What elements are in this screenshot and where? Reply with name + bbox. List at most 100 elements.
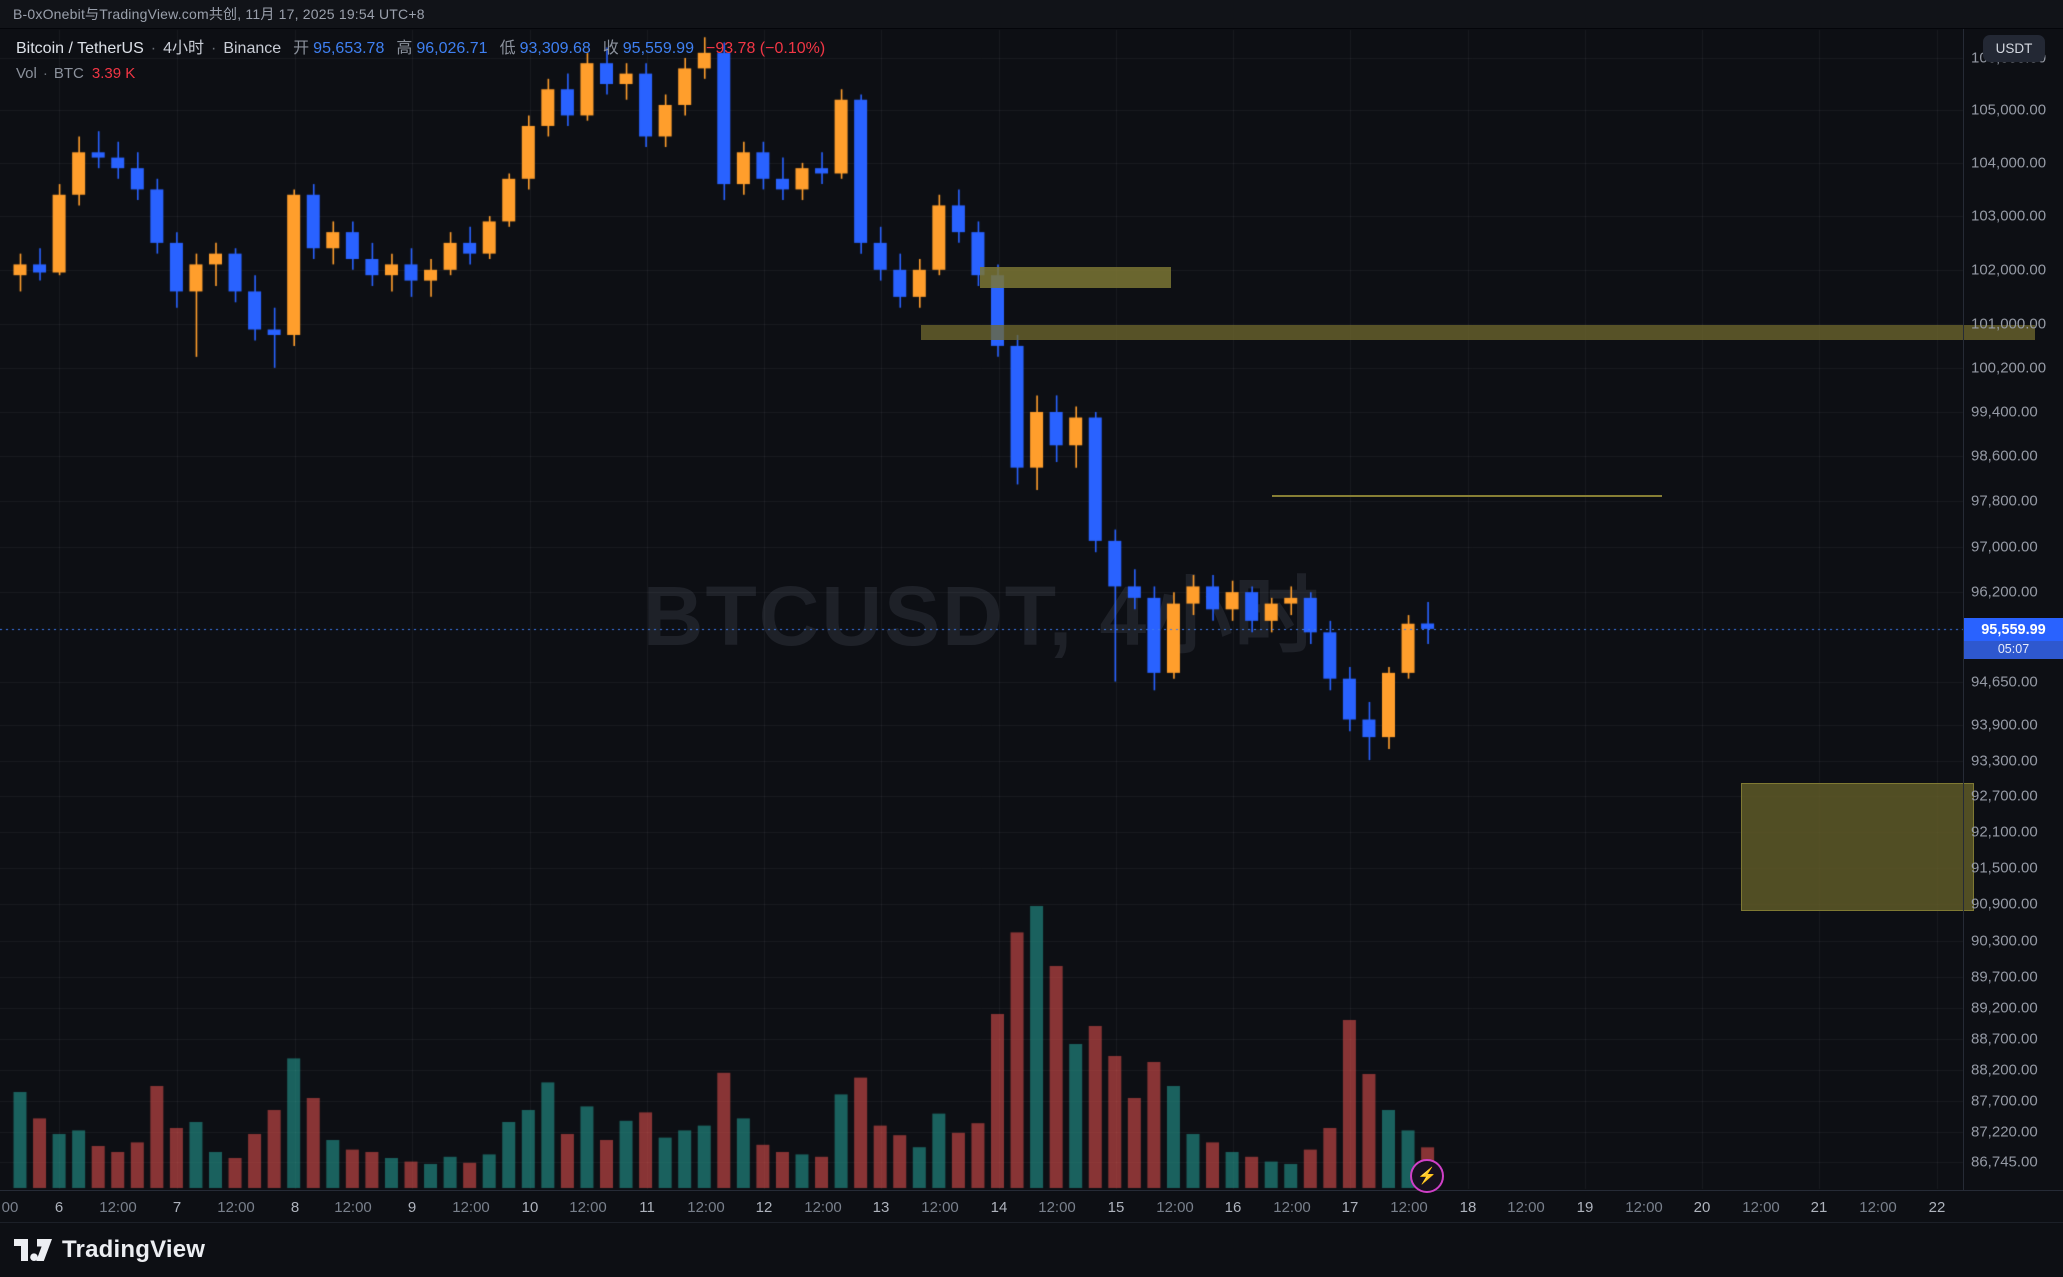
time-axis[interactable]: 00 6 12:00 7 12:00 8 12:00 9 12:00 10 12:00 11 12:00… bbox=[0, 1190, 2063, 1222]
symbol-info-row[interactable]: Bitcoin / TetherUS · 4小时 · Binance 开 95,653.78… bbox=[16, 34, 825, 58]
interval-label[interactable]: 4小时 bbox=[163, 40, 204, 57]
time-axis-label: 12:00 bbox=[334, 1199, 372, 1216]
price-axis-label: 97,800.00 bbox=[1971, 492, 2038, 510]
time-axis-label: 10 bbox=[521, 1199, 539, 1216]
price-axis-label: 91,500.00 bbox=[1971, 859, 2038, 877]
price-axis-label: 96,200.00 bbox=[1971, 583, 2038, 601]
time-axis-label: 9 bbox=[407, 1199, 417, 1216]
high-label: 高 bbox=[396, 40, 413, 57]
time-axis-label: 12:00 bbox=[1742, 1199, 1780, 1216]
price-axis-label: 98,600.00 bbox=[1971, 447, 2038, 465]
tradingview-logo-icon bbox=[14, 1239, 52, 1261]
chart-legend: Bitcoin / TetherUS · 4小时 · Binance 开 95,653.78… bbox=[16, 34, 825, 82]
price-axis-label: 93,900.00 bbox=[1971, 716, 2038, 734]
time-axis-label: 11 bbox=[639, 1199, 655, 1216]
time-axis-label: 12:00 bbox=[569, 1199, 607, 1216]
lightning-event-icon[interactable]: ⚡ bbox=[1410, 1159, 1444, 1193]
tradingview-logo[interactable]: TradingView bbox=[14, 1236, 205, 1264]
price-axis-label: 90,300.00 bbox=[1971, 932, 2038, 950]
symbol-name[interactable]: Bitcoin / TetherUS bbox=[16, 40, 144, 57]
price-axis-label: 105,000.00 bbox=[1971, 101, 2047, 119]
volume-value: 3.39 K bbox=[91, 65, 136, 82]
time-axis-label: 20 bbox=[1693, 1199, 1711, 1216]
last-price-value: 95,559.99 bbox=[1964, 617, 2063, 641]
price-axis-label: 104,000.00 bbox=[1971, 154, 2047, 172]
separator: · bbox=[211, 40, 217, 57]
time-axis-label: 7 bbox=[172, 1199, 182, 1216]
price-axis-label: 89,700.00 bbox=[1971, 968, 2038, 986]
time-axis-label: 18 bbox=[1459, 1199, 1477, 1216]
drawing-rectangle[interactable] bbox=[921, 325, 2035, 340]
volume-info-row[interactable]: Vol · BTC 3.39 K bbox=[16, 65, 825, 82]
price-axis-label: 88,200.00 bbox=[1971, 1061, 2038, 1079]
time-axis-label: 12:00 bbox=[217, 1199, 255, 1216]
bottom-toolbar: TradingView bbox=[0, 1222, 2063, 1277]
volume-unit: BTC bbox=[53, 65, 84, 82]
price-axis-label: 92,700.00 bbox=[1971, 787, 2038, 805]
separator: · bbox=[150, 40, 157, 57]
price-axis-label: 87,700.00 bbox=[1971, 1092, 2038, 1110]
tradingview-logo-text: TradingView bbox=[62, 1236, 206, 1263]
time-axis-label: 8 bbox=[290, 1199, 300, 1216]
low-label: 低 bbox=[499, 40, 516, 57]
price-axis-label: 89,200.00 bbox=[1971, 999, 2038, 1017]
time-axis-label: 12:00 bbox=[1156, 1199, 1194, 1216]
time-axis-label: 12:00 bbox=[452, 1199, 490, 1216]
price-axis-label: 90,900.00 bbox=[1971, 895, 2038, 913]
currency-toggle-button[interactable]: USDT bbox=[1983, 35, 2045, 62]
time-axis-label: 21 bbox=[1810, 1199, 1828, 1216]
low-value: 93,309.68 bbox=[519, 40, 591, 57]
price-axis[interactable]: USDT 106,000.00105,000.00104,000.00103,0… bbox=[1963, 29, 2063, 1190]
price-axis-label: 103,000.00 bbox=[1971, 207, 2047, 225]
time-axis-label: 12:00 bbox=[804, 1199, 842, 1216]
close-value: 95,559.99 bbox=[622, 40, 694, 57]
price-axis-label: 87,220.00 bbox=[1971, 1123, 2038, 1141]
window-titlebar: B-0xOnebit与TradingView.com共创, 11月 17, 20… bbox=[0, 0, 2063, 29]
time-axis-label: 12 bbox=[755, 1199, 773, 1216]
price-axis-label: 99,400.00 bbox=[1971, 403, 2038, 421]
time-axis-label: 19 bbox=[1576, 1199, 1594, 1216]
open-value: 95,653.78 bbox=[313, 40, 385, 57]
time-axis-label: 6 bbox=[54, 1199, 64, 1216]
price-axis-label: 97,000.00 bbox=[1971, 538, 2038, 556]
price-axis-label: 94,650.00 bbox=[1971, 673, 2038, 691]
drawing-rectangle[interactable] bbox=[980, 267, 1171, 288]
candle-countdown: 05:07 bbox=[1964, 640, 2063, 659]
window-title: B-0xOnebit与TradingView.com共创, 11月 17, 20… bbox=[13, 6, 425, 22]
time-axis-label: 17 bbox=[1341, 1199, 1359, 1216]
time-axis-label: 13 bbox=[872, 1199, 890, 1216]
separator: · bbox=[42, 65, 48, 82]
time-axis-label: 12:00 bbox=[1390, 1199, 1428, 1216]
exchange-label[interactable]: Binance bbox=[223, 40, 282, 57]
price-axis-label: 102,000.00 bbox=[1971, 261, 2047, 279]
time-axis-label: 12:00 bbox=[1625, 1199, 1663, 1216]
time-axis-label: 12:00 bbox=[921, 1199, 959, 1216]
time-axis-label: 12:00 bbox=[1507, 1199, 1545, 1216]
time-axis-label: 12:00 bbox=[1859, 1199, 1897, 1216]
time-axis-label: 12:00 bbox=[99, 1199, 137, 1216]
time-axis-label: 12:00 bbox=[1273, 1199, 1311, 1216]
volume-label: Vol bbox=[16, 65, 37, 82]
time-axis-label: 12:00 bbox=[687, 1199, 725, 1216]
last-price-label[interactable]: 95,559.99 05:07 bbox=[1964, 617, 2063, 659]
time-axis-label: 16 bbox=[1224, 1199, 1242, 1216]
price-axis-label: 93,300.00 bbox=[1971, 752, 2038, 770]
open-label: 开 bbox=[293, 40, 310, 57]
price-axis-label: 86,745.00 bbox=[1971, 1153, 2038, 1171]
price-axis-label: 92,100.00 bbox=[1971, 823, 2038, 841]
price-axis-label: 100,200.00 bbox=[1971, 359, 2047, 377]
price-axis-label: 88,700.00 bbox=[1971, 1030, 2038, 1048]
time-axis-label: 14 bbox=[990, 1199, 1008, 1216]
price-change: −93.78 (−0.10%) bbox=[705, 40, 826, 57]
time-axis-label: 22 bbox=[1928, 1199, 1946, 1216]
time-axis-label: 00 bbox=[1, 1199, 19, 1216]
time-axis-label: 15 bbox=[1107, 1199, 1125, 1216]
price-axis-label: 101,000.00 bbox=[1971, 315, 2047, 333]
drawing-rectangle[interactable] bbox=[1741, 783, 1974, 911]
drawing-horizontal-line[interactable] bbox=[1272, 495, 1662, 497]
high-value: 96,026.71 bbox=[416, 40, 488, 57]
time-axis-label: 12:00 bbox=[1038, 1199, 1076, 1216]
